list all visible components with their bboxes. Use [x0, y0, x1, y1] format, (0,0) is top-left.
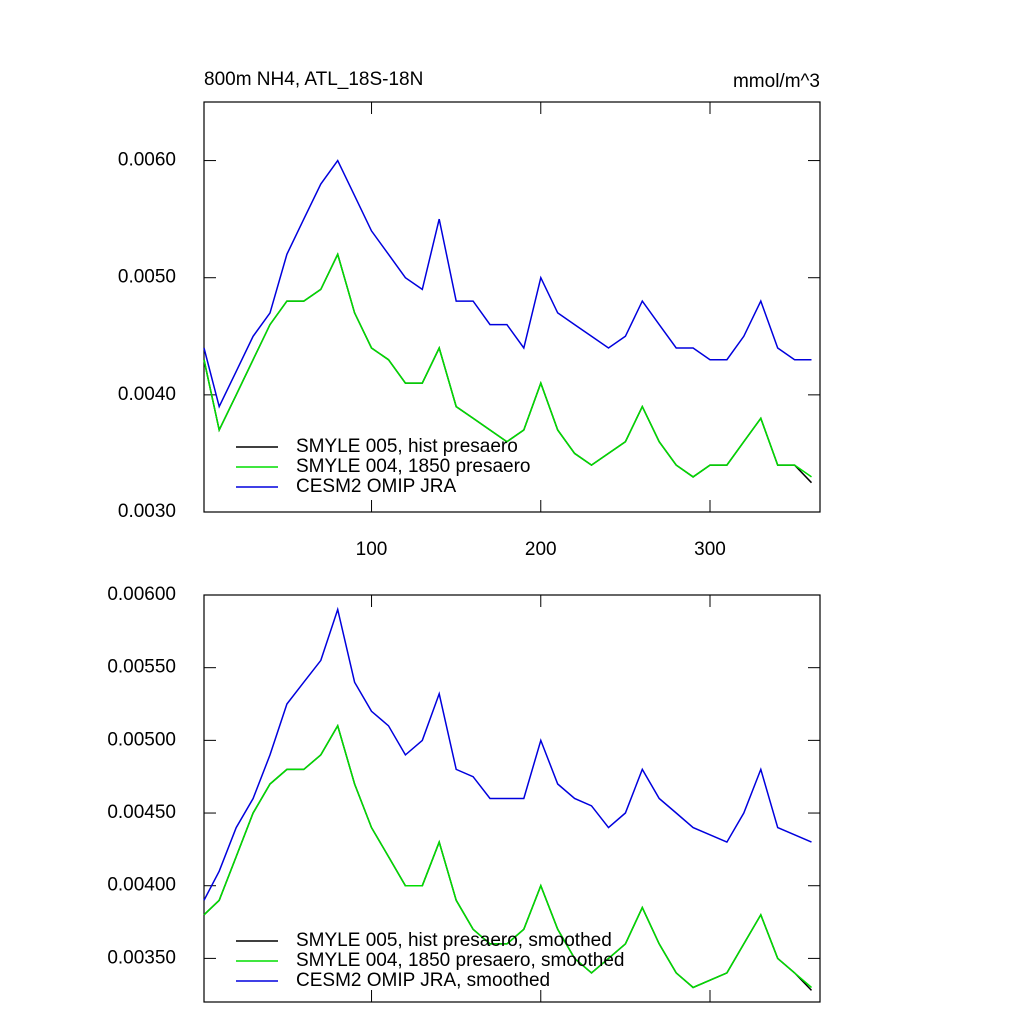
- y-tick-label: 0.00550: [107, 657, 176, 678]
- legend-label: SMYLE 005, hist presaero: [296, 436, 518, 457]
- plot-frame: [203, 101, 821, 513]
- legend-label: SMYLE 005, hist presaero, smoothed: [296, 930, 612, 951]
- series-line: [203, 252, 812, 478]
- y-tick-label: 0.0060: [118, 150, 176, 171]
- series-line: [203, 159, 812, 409]
- y-tick-label: 0.00400: [107, 875, 176, 896]
- y-tick-label: 0.00450: [107, 802, 176, 823]
- x-tick-label: 200: [525, 539, 557, 560]
- y-tick-label: 0.0050: [118, 267, 176, 288]
- legend-label: SMYLE 004, 1850 presaero, smoothed: [296, 950, 624, 971]
- series-line: [203, 606, 812, 901]
- legend-label: CESM2 OMIP JRA, smoothed: [296, 970, 550, 991]
- y-tick-label: 0.00500: [107, 729, 176, 750]
- units-label: mmol/m^3: [733, 71, 820, 92]
- series-line: [203, 723, 812, 989]
- plot-frame: [203, 594, 821, 1003]
- chart-title: 800m NH4, ATL_18S-18N: [204, 69, 423, 90]
- y-tick-label: 0.00600: [107, 584, 176, 605]
- y-tick-label: 0.00350: [107, 947, 176, 968]
- legend-label: SMYLE 004, 1850 presaero: [296, 456, 531, 477]
- y-tick-label: 0.0030: [118, 501, 176, 522]
- x-tick-label: 100: [356, 539, 388, 560]
- y-tick-label: 0.0040: [118, 384, 176, 405]
- legend-label: CESM2 OMIP JRA: [296, 476, 456, 497]
- x-tick-label: 300: [694, 539, 726, 560]
